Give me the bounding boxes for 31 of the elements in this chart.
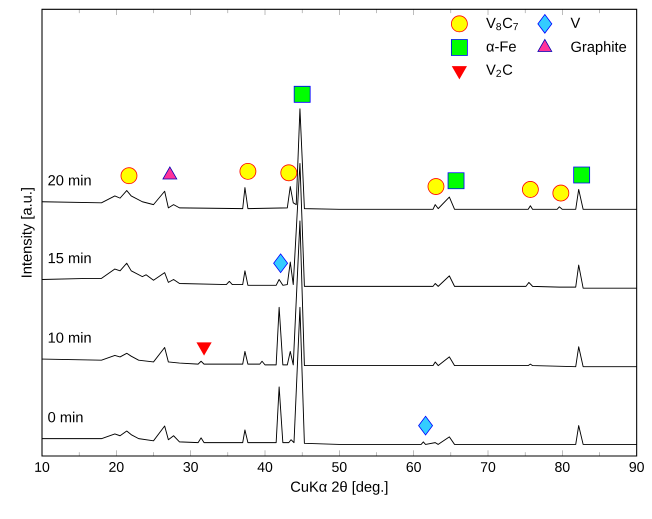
x-tick-label: 30 — [183, 462, 198, 472]
point — [552, 184, 570, 202]
x-tick-label: 20 — [109, 462, 124, 472]
point — [522, 181, 539, 198]
point — [573, 166, 590, 184]
point — [428, 178, 444, 195]
y-axis-title: Intensity [a.u.] — [20, 188, 35, 277]
point — [448, 172, 464, 190]
series-label: 10 min — [48, 332, 91, 343]
x-axis-title: CuKα 2θ [deg.] — [291, 481, 388, 495]
legend-label: V — [570, 18, 580, 28]
x-tick-label: 10 — [35, 462, 50, 472]
point — [240, 162, 256, 180]
x-tick-label: 60 — [406, 462, 421, 472]
point — [273, 253, 288, 273]
series-label: 15 min — [48, 252, 91, 264]
x-tick-label: 40 — [258, 462, 272, 472]
x-tick-label: 70 — [480, 462, 496, 472]
series-label: 0 min — [48, 412, 82, 422]
point — [120, 167, 138, 184]
point — [294, 86, 311, 103]
x-tick-label: 90 — [630, 462, 644, 472]
legend-label: V$_{2}$C — [486, 64, 512, 77]
point — [280, 164, 298, 182]
legend-label: V$_{8}$C$_{7}$ — [486, 18, 518, 30]
legend-label: α-Fe — [486, 41, 516, 52]
legend-label: Graphite — [571, 41, 626, 55]
series-label: 20 min — [48, 174, 91, 186]
point — [418, 416, 433, 436]
x-tick-label: 50 — [332, 462, 347, 472]
x-tick-label: 80 — [555, 462, 570, 472]
